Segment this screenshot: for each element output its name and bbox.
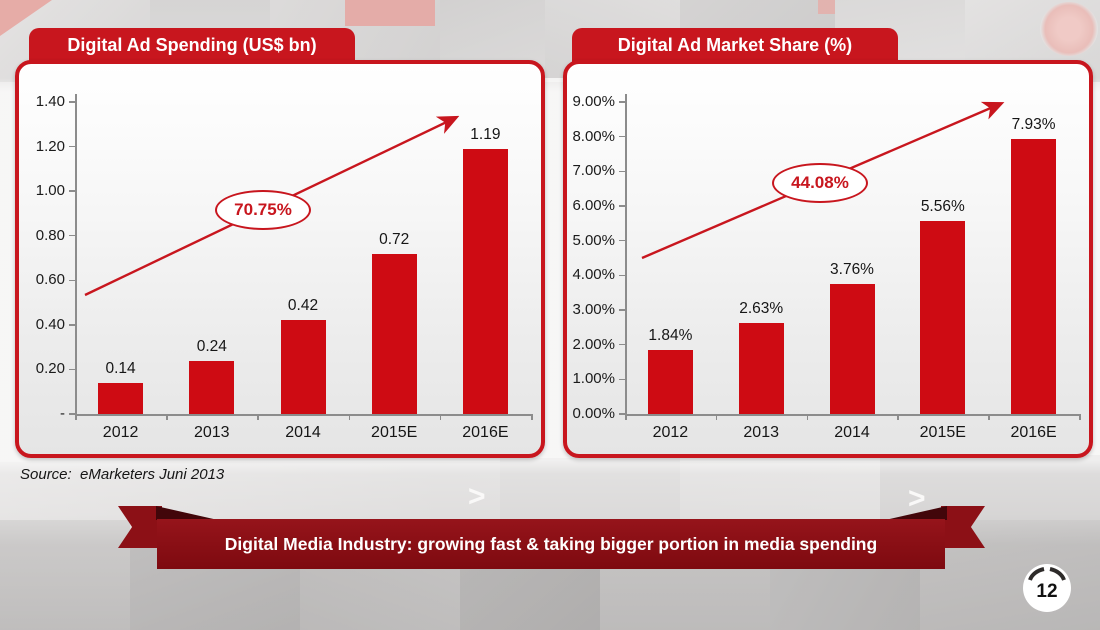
x-axis-category-label: 2012	[652, 424, 689, 441]
collage-red-gear	[1040, 2, 1098, 56]
bar-2012	[647, 350, 693, 414]
y-axis-tick-label: 1.00	[35, 182, 65, 200]
growth-annotation: 44.08%	[772, 163, 868, 203]
x-axis-tick-mark	[806, 414, 809, 420]
y-axis-tick-label: 0.00%	[572, 405, 615, 422]
x-axis-tick-mark	[625, 414, 627, 420]
y-axis-tick-label: 0.20	[35, 360, 65, 378]
bar-value-label: 0.72	[379, 230, 410, 248]
banner-ribbon: Digital Media Industry: growing fast & t…	[157, 519, 945, 569]
x-axis-line	[625, 414, 1079, 416]
bar-2013	[738, 322, 784, 414]
bar-2015E	[920, 221, 966, 414]
chart-panel-market-share: 9.00% 8.00% 7.00% 6.00% 5.00% 4.00% 3.00% 2.00%…	[563, 60, 1093, 458]
bar-value-label: 0.14	[105, 359, 136, 377]
y-axis-tick-label: 8.00%	[572, 127, 615, 145]
bar-2013	[189, 360, 235, 414]
bar-chart-spending: 1.40 1.20 1.00 0.80 0.60 0.40 0.20 - 0.14 2012 0.2…	[19, 64, 541, 454]
y-axis-tick-label: 7.00%	[572, 162, 615, 180]
bar-value-label: 0.24	[196, 337, 227, 355]
x-axis-tick-mark	[531, 414, 533, 420]
page-number: 12	[1036, 581, 1058, 602]
bar-chart-market-share: 9.00% 8.00% 7.00% 6.00% 5.00% 4.00% 3.00% 2.00%…	[567, 64, 1089, 454]
banner-text: Digital Media Industry: growing fast & t…	[224, 533, 878, 554]
x-axis-tick-mark	[988, 414, 990, 420]
x-axis-tick-mark	[897, 414, 899, 420]
x-axis-category-label: 2014	[834, 424, 870, 441]
y-axis-tick-label: 2.00%	[572, 335, 615, 353]
y-axis-tick-label: 1.00%	[572, 370, 615, 388]
bar-value-label: 1.84%	[648, 327, 693, 345]
y-axis-tick-label: 0.60	[35, 271, 65, 289]
chart-title-market-share: Digital Ad Market Share (%)	[617, 34, 853, 55]
y-axis-tick-label: 1.40	[35, 93, 65, 110]
source-note: Source: eMarketers Juni 2013	[20, 466, 225, 483]
x-axis-category-label: 2016E	[1010, 424, 1057, 441]
bar-value-label: 7.93%	[1011, 116, 1056, 134]
bar-2016E	[1011, 139, 1057, 414]
x-axis-category-label: 2014	[285, 424, 321, 441]
bar-2012	[98, 382, 144, 414]
x-axis-category-label: 2013	[193, 424, 230, 441]
y-axis-tick-label: 9.00%	[572, 93, 615, 110]
x-axis-category-label: 2015E	[919, 424, 966, 441]
x-axis-tick-mark	[715, 414, 718, 420]
bar-value-label: 1.19	[470, 125, 501, 143]
y-axis-tick-label: 5.00%	[572, 231, 615, 249]
x-axis-tick-mark	[257, 414, 259, 420]
collage-red-accent	[345, 0, 435, 26]
y-axis-line	[625, 94, 627, 414]
growth-annotation: 70.75%	[215, 190, 311, 230]
x-axis-category-label: 2016E	[462, 424, 509, 441]
y-axis-tick-label: 0.40	[35, 315, 65, 333]
chart-title-spending: Digital Ad Spending (US$ bn)	[67, 34, 317, 55]
x-axis-category-label: 2012	[102, 424, 139, 441]
bar-2015E	[371, 253, 417, 414]
bar-2014	[280, 320, 326, 414]
y-axis-tick-label: 1.20	[35, 137, 65, 155]
collage-arrow-glyph: >	[908, 482, 926, 515]
collage-photo	[0, 520, 130, 630]
collage-arrow-glyph: >	[468, 480, 486, 513]
x-axis-tick-mark	[75, 414, 77, 420]
x-axis-category-label: 2013	[743, 424, 779, 441]
bar-value-label: 2.63%	[739, 299, 784, 317]
x-axis-tick-mark	[439, 414, 442, 420]
y-axis-tick-label: 3.00%	[572, 301, 615, 318]
y-axis-tick-label: 0.80	[35, 226, 65, 244]
x-axis-line	[75, 414, 531, 416]
x-axis-tick-mark	[348, 414, 351, 420]
x-axis-category-label: 2015E	[371, 424, 418, 441]
chart-panel-spending: 1.40 1.20 1.00 0.80 0.60 0.40 0.20 - 0.14 2012 0.2…	[15, 60, 545, 458]
bar-2016E	[462, 148, 508, 414]
bar-value-label: 3.76%	[830, 260, 874, 278]
x-axis-tick-mark	[1079, 414, 1081, 420]
page-number-badge: 12	[1022, 563, 1072, 613]
y-axis-tick-label: 4.00%	[572, 266, 615, 284]
bar-value-label: 5.56%	[920, 198, 965, 216]
y-axis-tick-label: -	[60, 405, 65, 422]
bar-2014	[829, 283, 875, 414]
x-axis-tick-mark	[166, 414, 168, 420]
bar-value-label: 0.42	[287, 297, 319, 315]
y-axis-tick-label: 6.00%	[572, 197, 615, 214]
